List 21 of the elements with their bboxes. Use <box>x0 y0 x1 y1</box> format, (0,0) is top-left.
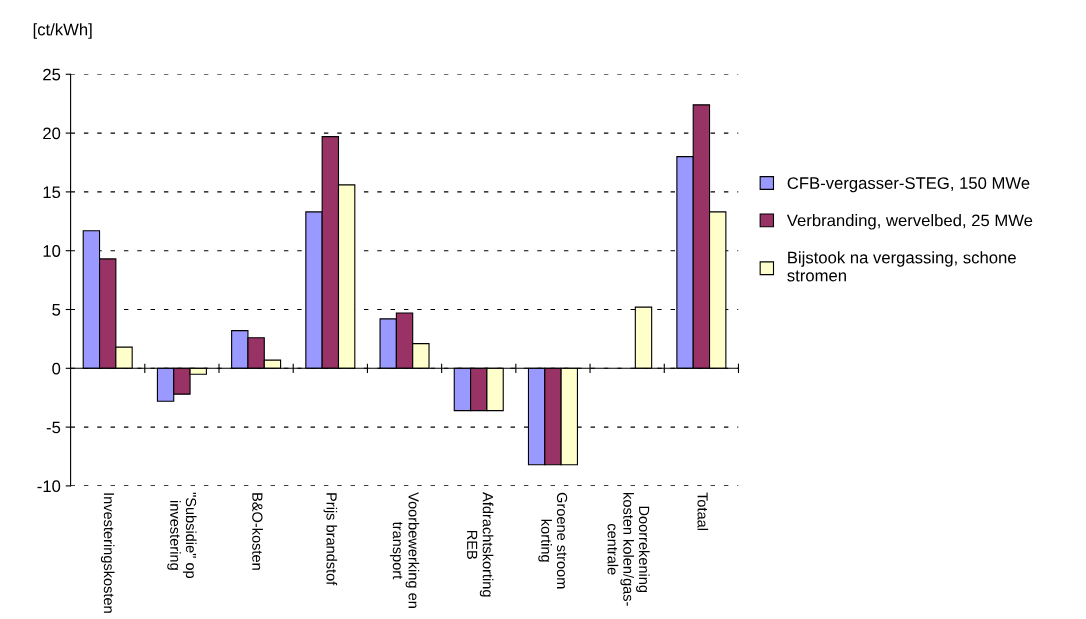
y-tick-label: 20 <box>43 127 61 140</box>
legend-label: CFB-vergasser-STEG, 150 MWe <box>787 177 1030 193</box>
x-tick-label: Afdrachtskorting REB <box>467 492 494 597</box>
y-tick-label: -5 <box>46 421 61 434</box>
legend-label: Verbranding, wervelbed, 25 MWe <box>786 214 1033 230</box>
x-tick-label: Prijs brandstof <box>323 493 338 586</box>
y-tick-label: 10 <box>43 245 61 257</box>
x-tick-label: Groene stroom korting <box>538 492 568 589</box>
y-tick-label: 25 <box>43 68 61 81</box>
x-tick-label: B&O-kosten <box>252 493 263 570</box>
legend-label: Bijstook na vergassing, schone stromen <box>787 251 1016 282</box>
x-tick-label: Investeringskosten <box>100 493 115 613</box>
y-tick-label: 0 <box>52 362 61 375</box>
y-tick-label: -10 <box>37 480 61 493</box>
x-tick-label: Doorrekening kosten kolen/gas- centrale <box>607 493 650 606</box>
y-axis-title: [ct/kWh] <box>33 23 92 39</box>
y-tick-label: 15 <box>43 186 61 199</box>
x-tick-label: "Subsidie" op investering <box>167 492 197 579</box>
x-tick-label: Voorbewerking en transport <box>389 492 420 608</box>
y-tick-label: 5 <box>52 304 61 316</box>
x-tick-label: Totaal <box>697 492 709 531</box>
